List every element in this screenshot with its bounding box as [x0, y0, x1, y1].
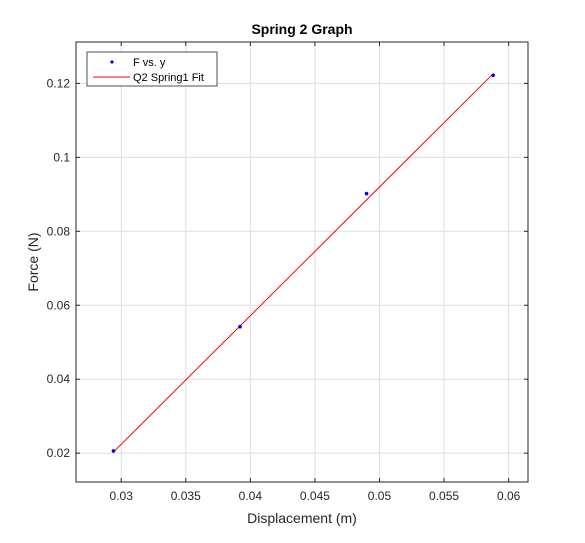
x-axis-label: Displacement (m) — [247, 510, 357, 526]
y-tick-label: 0.04 — [47, 372, 71, 386]
y-tick-label: 0.12 — [47, 76, 71, 90]
axis-ticks — [76, 42, 528, 482]
x-tick-label: 0.03 — [110, 489, 134, 503]
legend-label-line: Q2 Spring1 Fit — [133, 72, 204, 84]
data-points-series — [111, 73, 495, 453]
x-tick-label: 0.045 — [300, 489, 330, 503]
x-tick-label: 0.035 — [171, 489, 201, 503]
y-tick-label: 0.02 — [47, 446, 71, 460]
y-tick-label: 0.1 — [53, 150, 70, 164]
legend-marker-scatter — [110, 60, 114, 64]
x-tick-label: 0.05 — [368, 489, 392, 503]
y-tick-label: 0.08 — [47, 224, 71, 238]
plot-area — [76, 42, 528, 482]
chart-title: Spring 2 Graph — [251, 21, 352, 37]
data-point — [111, 449, 116, 453]
plot-frame — [75, 41, 529, 483]
x-tick-label: 0.06 — [497, 489, 521, 503]
axis-tick-labels: 0.03 0.035 0.04 0.045 0.05 0.055 0.06 0.02 0.04 0… — [47, 76, 521, 503]
y-axis-label: Force (N) — [25, 232, 41, 291]
fit-line — [113, 73, 494, 453]
legend: F vs. y Q2 Spring1 Fit — [86, 51, 218, 87]
y-tick-label: 0.06 — [47, 298, 71, 312]
grid — [76, 42, 528, 482]
legend-label-scatter: F vs. y — [133, 57, 166, 69]
data-point — [364, 191, 369, 196]
legend-box — [86, 51, 218, 87]
data-point — [238, 324, 242, 329]
data-point — [491, 73, 495, 78]
x-tick-label: 0.04 — [239, 489, 263, 503]
x-tick-label: 0.055 — [429, 489, 459, 503]
fit-line-series — [113, 73, 494, 453]
